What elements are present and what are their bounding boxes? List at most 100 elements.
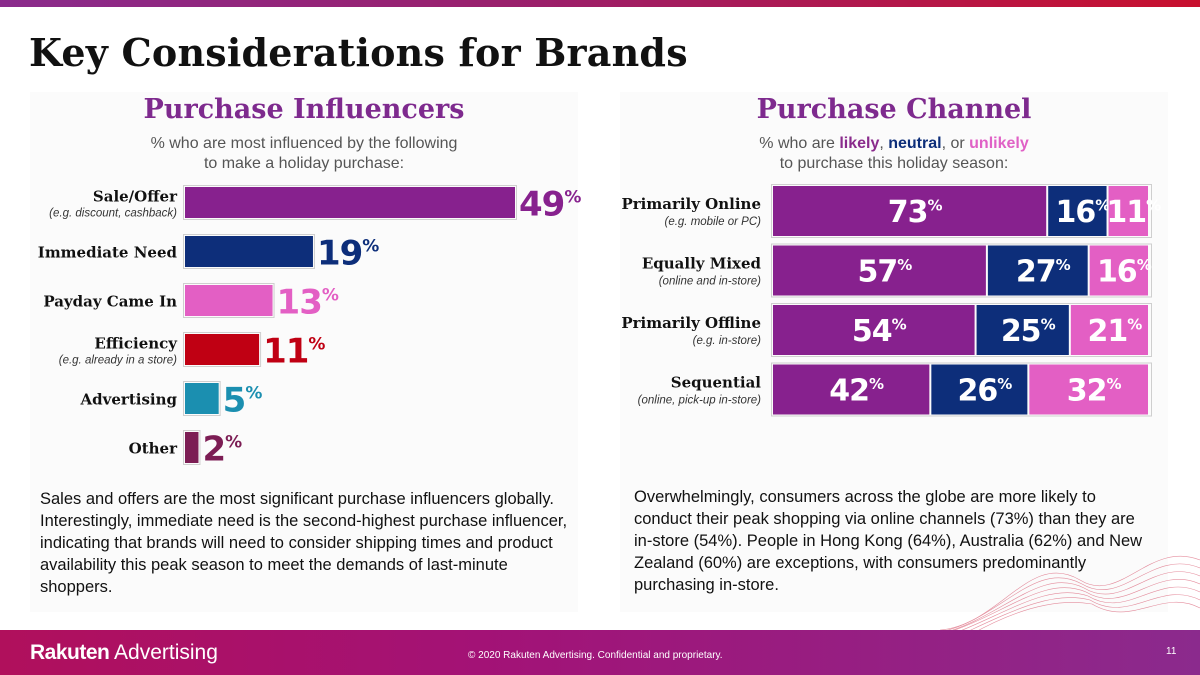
value-label-advertising-number: 5: [223, 381, 246, 421]
segment-label-sequential-unlikely-suffix: %: [1107, 375, 1122, 393]
purchase-influencers-panel: Purchase Influencers % who are most infl…: [30, 92, 583, 612]
segment-label-primarily-offline-unlikely: 21%: [1088, 314, 1143, 349]
channel-label-primarily-offline: Primarily Offline: [621, 314, 761, 332]
category-sublabel-sale-offer: (e.g. discount, cashback): [49, 208, 177, 220]
logo-bold: Rakuten: [30, 641, 110, 664]
segment-label-primarily-offline-unlikely-suffix: %: [1127, 316, 1142, 334]
segment-primarily-online-neutral: [1048, 186, 1107, 236]
channel-body-text: Overwhelmingly, consumers across the glo…: [634, 488, 1143, 594]
channel-label-sequential: Sequential: [671, 374, 762, 392]
segment-label-primarily-online-neutral-suffix: %: [1095, 197, 1110, 215]
category-label-efficiency: Efficiency: [94, 335, 178, 353]
value-label-sale-offer: 49%: [519, 185, 581, 225]
bar-frame-payday-came-in: [183, 283, 275, 318]
segment-label-primarily-offline-likely-suffix: %: [892, 316, 907, 334]
segment-label-primarily-online-neutral: 16%: [1055, 195, 1110, 230]
segment-label-equally-mixed-neutral-number: 27: [1016, 255, 1056, 290]
segment-label-sequential-neutral-suffix: %: [997, 375, 1012, 393]
influencers-subtitle-line2: to make a holiday purchase:: [203, 155, 405, 172]
category-label-payday-came-in: Payday Came In: [43, 293, 177, 311]
segment-primarily-offline-unlikely: [1070, 305, 1148, 355]
value-label-efficiency: 11%: [263, 332, 325, 372]
segment-label-primarily-online-unlikely-suffix: %: [1146, 197, 1161, 215]
segment-sequential-neutral: [931, 364, 1028, 415]
segment-label-sequential-unlikely: 32%: [1067, 374, 1122, 409]
segment-label-equally-mixed-likely-number: 57: [858, 255, 898, 290]
value-label-immediate-need-number: 19: [317, 234, 362, 274]
channel-sublabel-primarily-offline: (e.g. in-store): [693, 335, 762, 347]
bar-frame-immediate-need: [183, 234, 315, 269]
segment-label-primarily-offline-likely-number: 54: [852, 314, 892, 349]
decorative-wave-graphic: [940, 555, 1200, 635]
value-label-efficiency-number: 11: [263, 332, 308, 372]
bar-frame-other: [183, 430, 201, 465]
segment-sequential-likely: [773, 364, 930, 415]
segment-label-sequential-neutral: 26%: [957, 374, 1012, 409]
copyright-text: © 2020 Rakuten Advertising. Confidential…: [468, 650, 723, 661]
segment-label-primarily-online-likely-number: 73: [888, 195, 928, 230]
segment-label-primarily-offline-neutral-suffix: %: [1041, 316, 1056, 334]
segment-primarily-offline-neutral: [976, 305, 1069, 355]
channel-subtitle-sep1: ,: [879, 135, 889, 152]
value-label-other: 2%: [202, 430, 242, 470]
segment-label-primarily-online-likely-suffix: %: [927, 197, 942, 215]
value-label-sale-offer-suffix: %: [564, 188, 581, 208]
segment-label-primarily-offline-neutral-number: 25: [1001, 314, 1041, 349]
segment-label-equally-mixed-unlikely-suffix: %: [1137, 256, 1152, 274]
value-label-advertising: 5%: [223, 381, 263, 421]
bar-efficiency: [185, 334, 260, 365]
rakuten-advertising-logo: Rakuten Advertising: [30, 641, 218, 665]
row-frame-equally-mixed: [771, 243, 1152, 298]
channel-subtitle-line1: % who are likely, neutral, or unlikely: [620, 134, 1168, 154]
channel-sublabel-primarily-online: (e.g. mobile or PC): [664, 216, 761, 228]
bar-frame-sale-offer: [183, 185, 517, 220]
top-accent-bar: [0, 0, 1200, 7]
segment-label-primarily-offline-unlikely-number: 21: [1088, 314, 1128, 349]
row-frame-primarily-offline: [771, 303, 1152, 357]
segment-primarily-online-unlikely: [1108, 186, 1148, 236]
segment-equally-mixed-likely: [773, 245, 986, 296]
value-label-payday-came-in-suffix: %: [322, 286, 339, 306]
channel-label-primarily-online: Primarily Online: [621, 195, 761, 213]
influencers-body-text: Sales and offers are the most significan…: [40, 490, 568, 596]
bar-frame-advertising: [183, 381, 221, 416]
segment-label-equally-mixed-unlikely-number: 16: [1097, 255, 1137, 290]
segment-label-sequential-likely-suffix: %: [869, 375, 884, 393]
segment-sequential-unlikely: [1029, 364, 1148, 415]
value-label-payday-came-in-number: 13: [277, 283, 322, 323]
page-number: 11: [1166, 646, 1177, 657]
channel-subtitle-sep2: , or: [941, 135, 970, 152]
slide-title: Key Considerations for Brands: [29, 30, 688, 75]
channel-title: Purchase Channel: [756, 94, 1032, 125]
value-label-other-number: 2: [202, 430, 225, 470]
bar-sale-offer: [185, 187, 515, 218]
value-label-advertising-suffix: %: [245, 384, 262, 404]
segment-primarily-offline-likely: [773, 305, 975, 355]
footer-bar: [0, 630, 1200, 675]
channel-subtitle-pre: % who are: [759, 135, 840, 152]
bar-frame-efficiency: [183, 332, 262, 367]
value-label-sale-offer-number: 49: [519, 185, 564, 225]
logo-light: Advertising: [109, 641, 218, 664]
segment-label-equally-mixed-neutral-suffix: %: [1056, 256, 1071, 274]
influencers-subtitle-line1: % who are most influenced by the followi…: [150, 135, 458, 152]
influencers-title: Purchase Influencers: [143, 94, 465, 125]
value-label-efficiency-suffix: %: [308, 335, 325, 355]
segment-label-equally-mixed-likely-suffix: %: [897, 256, 912, 274]
legend-unlikely: unlikely: [969, 135, 1029, 152]
row-frame-primarily-online: [771, 184, 1152, 238]
bar-immediate-need: [185, 236, 313, 267]
value-label-other-suffix: %: [225, 433, 242, 453]
influencers-bar-chart: Sale/Offer (e.g. discount, cashback) 49% Im…: [38, 185, 583, 470]
purchase-channel-panel: Purchase Channel % who are likely, neutr…: [620, 92, 1168, 612]
bar-other: [185, 432, 199, 463]
bar-advertising: [185, 383, 219, 414]
segment-primarily-online-likely: [773, 186, 1047, 236]
segment-label-sequential-unlikely-number: 32: [1067, 374, 1107, 409]
segment-label-sequential-likely-number: 42: [829, 374, 869, 409]
segment-label-equally-mixed-unlikely: 16%: [1097, 255, 1152, 290]
segment-label-primarily-online-unlikely-number: 11: [1106, 195, 1146, 230]
channel-sublabel-sequential: (online, pick-up in-store): [638, 395, 762, 407]
segment-label-primarily-offline-likely: 54%: [852, 314, 907, 349]
row-frame-sequential: [771, 362, 1152, 417]
